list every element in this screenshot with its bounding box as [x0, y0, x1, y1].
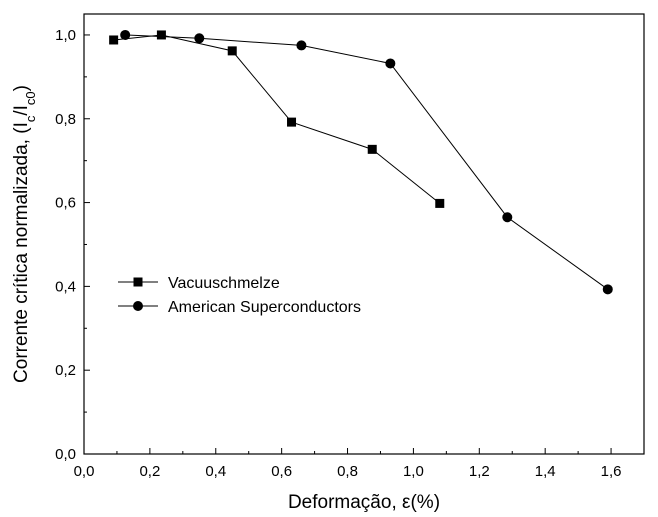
legend-marker	[133, 301, 143, 311]
data-point	[367, 144, 377, 154]
series-layer	[109, 29, 613, 295]
x-tick-label: 0,2	[139, 463, 160, 480]
x-tick-label: 1,2	[469, 463, 490, 480]
data-point	[602, 284, 613, 295]
plot-frame	[83, 13, 645, 455]
y-tick-label: 0,8	[55, 111, 76, 128]
data-point	[227, 46, 237, 56]
data-point	[156, 30, 166, 40]
y-axis-label-sub-c0: c0	[23, 91, 38, 105]
legend-item: Vacuuschmelze	[118, 275, 280, 292]
data-point	[435, 198, 445, 208]
y-axis-label-end: )	[11, 85, 32, 91]
x-tick-label: 1,6	[601, 463, 622, 480]
y-tick-label: 0,6	[55, 195, 76, 212]
data-point	[502, 212, 513, 223]
y-tick-label: 1,0	[55, 27, 76, 44]
series-1	[109, 30, 445, 208]
data-point	[120, 29, 131, 40]
series-line	[125, 34, 609, 290]
data-point	[194, 33, 205, 44]
axis-ticks: 0,0 0,2 0,4 0,6 0,8 1,0 1,2 1,4 1,6 0,0 0,2 0,4 0,6 0…	[55, 27, 621, 480]
x-tick-label: 0,6	[271, 463, 292, 480]
legend-label: American Superconductors	[168, 299, 361, 316]
y-tick-label: 0,0	[55, 446, 76, 463]
x-tick-label: 0,4	[205, 463, 226, 480]
legend-label: Vacuuschmelze	[168, 275, 280, 292]
series-2	[120, 29, 613, 295]
y-axis-label-sub-c: c	[23, 115, 38, 122]
data-point	[287, 117, 297, 127]
y-axis-label-mid: /I	[11, 105, 32, 116]
y-axis-label: Corrente crítica normalizada, (Ic/Ic0)	[11, 85, 38, 383]
data-point	[109, 35, 119, 45]
y-tick-label: 0,4	[55, 278, 76, 295]
data-point	[385, 58, 396, 69]
y-tick-label: 0,2	[55, 362, 76, 379]
x-tick-label: 1,0	[403, 463, 424, 480]
x-tick-label: 0,8	[337, 463, 358, 480]
x-axis-label: Deformação, ε(%)	[288, 492, 440, 513]
x-tick-label: 1,4	[535, 463, 556, 480]
y-axis-label-main: Corrente crítica normalizada, (I	[11, 122, 32, 383]
legend: Vacuuschmelze American Superconductors	[118, 275, 361, 316]
legend-item: American Superconductors	[118, 299, 361, 316]
x-tick-label: 0,0	[74, 463, 95, 480]
data-point	[296, 40, 307, 51]
legend-marker	[133, 277, 143, 287]
